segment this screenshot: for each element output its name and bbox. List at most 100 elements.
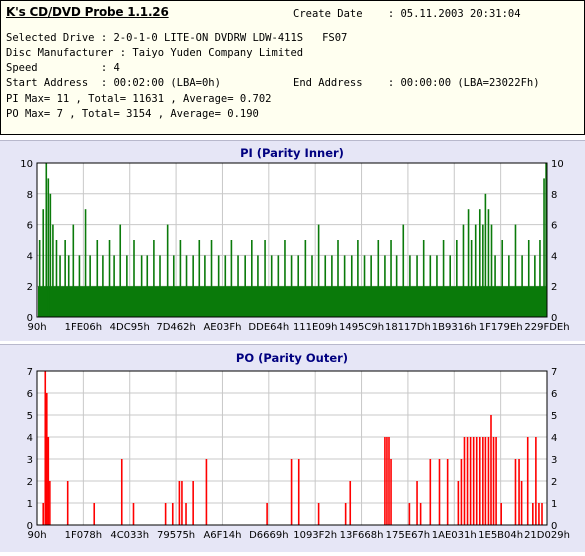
data-bar: [487, 437, 490, 525]
data-bar: [514, 459, 517, 525]
y-tick-label-right: 2: [551, 282, 557, 293]
x-tick-label: 1F078h: [65, 530, 103, 541]
data-bar: [478, 209, 481, 317]
data-bar: [42, 209, 45, 317]
data-bar: [545, 163, 547, 317]
data-bar: [463, 437, 466, 525]
data-bar: [543, 178, 545, 317]
data-bar: [224, 255, 227, 317]
data-bar: [446, 459, 449, 525]
plot-border: [36, 370, 548, 526]
data-bar: [132, 503, 135, 525]
data-bar: [217, 255, 220, 317]
data-bar: [438, 459, 441, 525]
data-bar: [297, 459, 300, 525]
data-bar: [126, 255, 128, 317]
y-tick-label-left: 5: [27, 411, 33, 422]
data-bar: [311, 255, 313, 317]
x-tick-label: 7D462h: [156, 322, 196, 333]
data-bar: [55, 240, 58, 317]
data-bar: [179, 240, 182, 317]
x-tick-label: 18117Dh: [385, 322, 431, 333]
data-bar: [230, 240, 233, 317]
x-tick-label: 90h: [27, 530, 46, 541]
data-bar: [538, 503, 540, 525]
x-tick-label: 4C033h: [110, 530, 149, 541]
data-bar: [408, 503, 411, 525]
y-tick-label-right: 3: [551, 455, 557, 466]
x-tick-label: 1F179Eh: [479, 322, 523, 333]
data-bar: [277, 255, 280, 317]
data-bar: [532, 503, 534, 525]
y-tick-label-right: 1: [551, 499, 557, 510]
data-bar: [290, 255, 293, 317]
y-tick-label-left: 2: [27, 477, 33, 488]
data-bar: [45, 393, 48, 525]
data-bar: [284, 240, 286, 317]
x-tick-label: A6F14h: [203, 530, 241, 541]
data-bar: [344, 503, 347, 525]
data-bar: [257, 255, 259, 317]
data-bar: [84, 209, 87, 317]
data-bar: [140, 255, 143, 317]
y-tick-label-left: 0: [27, 521, 33, 532]
data-bar: [482, 437, 484, 525]
data-bar: [521, 255, 523, 317]
data-bar: [456, 240, 458, 317]
data-bar: [198, 240, 201, 317]
data-bar: [192, 481, 194, 525]
data-bar: [113, 255, 115, 317]
data-bar: [119, 224, 122, 317]
data-bar: [204, 255, 206, 317]
data-bar: [527, 240, 530, 317]
data-bar: [297, 255, 300, 317]
x-tick-label: 229FDEh: [524, 322, 569, 333]
data-bar: [350, 255, 353, 317]
data-bar: [419, 503, 422, 525]
y-tick-label-left: 3: [27, 455, 33, 466]
data-bar: [178, 481, 181, 525]
data-bar: [442, 240, 445, 317]
data-bar: [324, 255, 327, 317]
y-tick-label-left: 8: [27, 190, 33, 201]
data-bar: [66, 481, 69, 525]
data-bar: [436, 255, 438, 317]
data-bar: [185, 255, 188, 317]
y-tick-label-left: 4: [27, 433, 33, 444]
data-bar: [38, 240, 41, 317]
data-bar: [469, 437, 472, 525]
x-tick-label: 79575h: [157, 530, 195, 541]
y-tick-label-left: 6: [27, 389, 33, 400]
x-tick-label: 1093F2h: [293, 530, 337, 541]
chart-title: PI (Parity Inner): [240, 146, 344, 160]
data-bar: [133, 240, 135, 317]
data-bar: [102, 255, 104, 317]
data-bar: [264, 240, 266, 317]
data-bar: [67, 255, 70, 317]
data-bar: [470, 240, 473, 317]
data-bar: [402, 224, 405, 317]
data-bar: [47, 178, 50, 317]
data-bar: [370, 255, 372, 317]
data-bar: [395, 255, 398, 317]
x-tick-label: 1E5B04h: [478, 530, 523, 541]
y-tick-label-left: 4: [27, 251, 33, 262]
data-bar: [534, 255, 536, 317]
data-bar: [494, 255, 496, 317]
data-bar: [377, 240, 380, 317]
y-tick-label-right: 6: [551, 389, 557, 400]
y-tick-label-left: 10: [20, 159, 33, 170]
x-tick-label: DDE64h: [248, 322, 289, 333]
data-bar: [384, 437, 386, 525]
data-bar: [363, 255, 366, 317]
data-bar: [478, 437, 481, 525]
chart-title: PO (Parity Outer): [236, 351, 348, 365]
data-bar: [422, 240, 425, 317]
data-bar: [349, 481, 352, 525]
data-bar: [449, 255, 451, 317]
x-tick-label: 4DC95h: [110, 322, 150, 333]
pi-chart: PI (Parity Inner) 0 0 2 2 4 4 6 6 8 8 10 10 90h 1FE06h…: [20, 146, 569, 333]
data-bar: [384, 255, 386, 317]
data-bar: [159, 255, 161, 317]
data-bar: [482, 224, 484, 317]
